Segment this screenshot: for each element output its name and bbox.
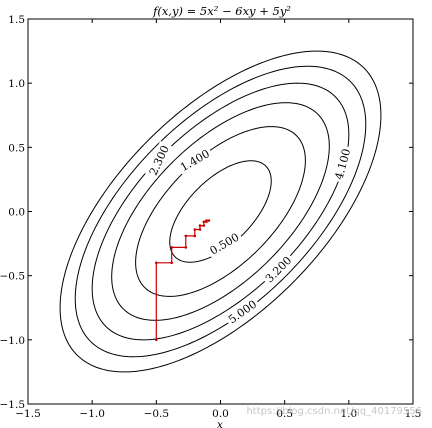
contour-label-mask: [223, 295, 261, 327]
path-point: [184, 234, 188, 238]
path-point: [170, 246, 173, 249]
path-point: [207, 219, 211, 222]
path-point: [205, 219, 208, 222]
y-tick-label: 0.5: [8, 142, 25, 154]
contour-label-mask: [144, 140, 172, 180]
contour-label-mask: [330, 144, 353, 183]
x-tick-label: 1.0: [340, 408, 357, 420]
y-tick-label: −1.5: [0, 399, 25, 411]
x-tick-label: −1.0: [79, 408, 105, 420]
chart-title: f(x,y) = 5x² − 6xy + 5y²: [152, 4, 291, 18]
x-tick-label: 0.5: [276, 408, 293, 420]
x-tick-label: 0.0: [212, 408, 229, 420]
axis-ticks: −1.5 −1.0 −0.5 0.0 0.5 1.0 1.5 1.5 1.0 0.5 0.0 −0.5…: [0, 14, 421, 420]
path-point: [198, 224, 202, 227]
contour-line: [59, 50, 382, 373]
path-point: [193, 234, 197, 238]
contour-line: [111, 102, 330, 321]
y-tick-label: −0.5: [0, 271, 25, 283]
contour-line: [135, 126, 306, 297]
watermark: https://blog.csdn.net/qq_40179556: [246, 406, 422, 417]
path-point: [184, 246, 188, 249]
x-tick-label: 1.5: [405, 408, 422, 420]
y-tick-label: 0.0: [8, 207, 25, 219]
path-point: [193, 228, 197, 231]
contour-label-mask: [205, 228, 243, 258]
contour-label-mask: [175, 145, 214, 175]
x-axis-label: x: [217, 419, 223, 428]
path-point: [155, 338, 158, 342]
path-point: [170, 261, 173, 265]
contour-line: [74, 65, 367, 358]
path-point: [155, 261, 158, 265]
path-point: [202, 224, 206, 227]
path-point: [202, 220, 206, 224]
y-tick-label: −1.0: [0, 335, 25, 347]
path-point: [198, 228, 202, 231]
descent-path: [155, 219, 211, 342]
contour-line: [91, 82, 350, 341]
plot-frame: [27, 18, 414, 405]
x-tick-label: −0.5: [144, 408, 170, 420]
contour-line: [169, 160, 272, 263]
y-tick-label: 1.5: [8, 14, 25, 26]
contour-lines: [59, 50, 382, 373]
contour-label-mask: [260, 251, 296, 287]
y-tick-label: 1.0: [8, 78, 25, 90]
x-tick-label: −1.5: [15, 408, 41, 420]
